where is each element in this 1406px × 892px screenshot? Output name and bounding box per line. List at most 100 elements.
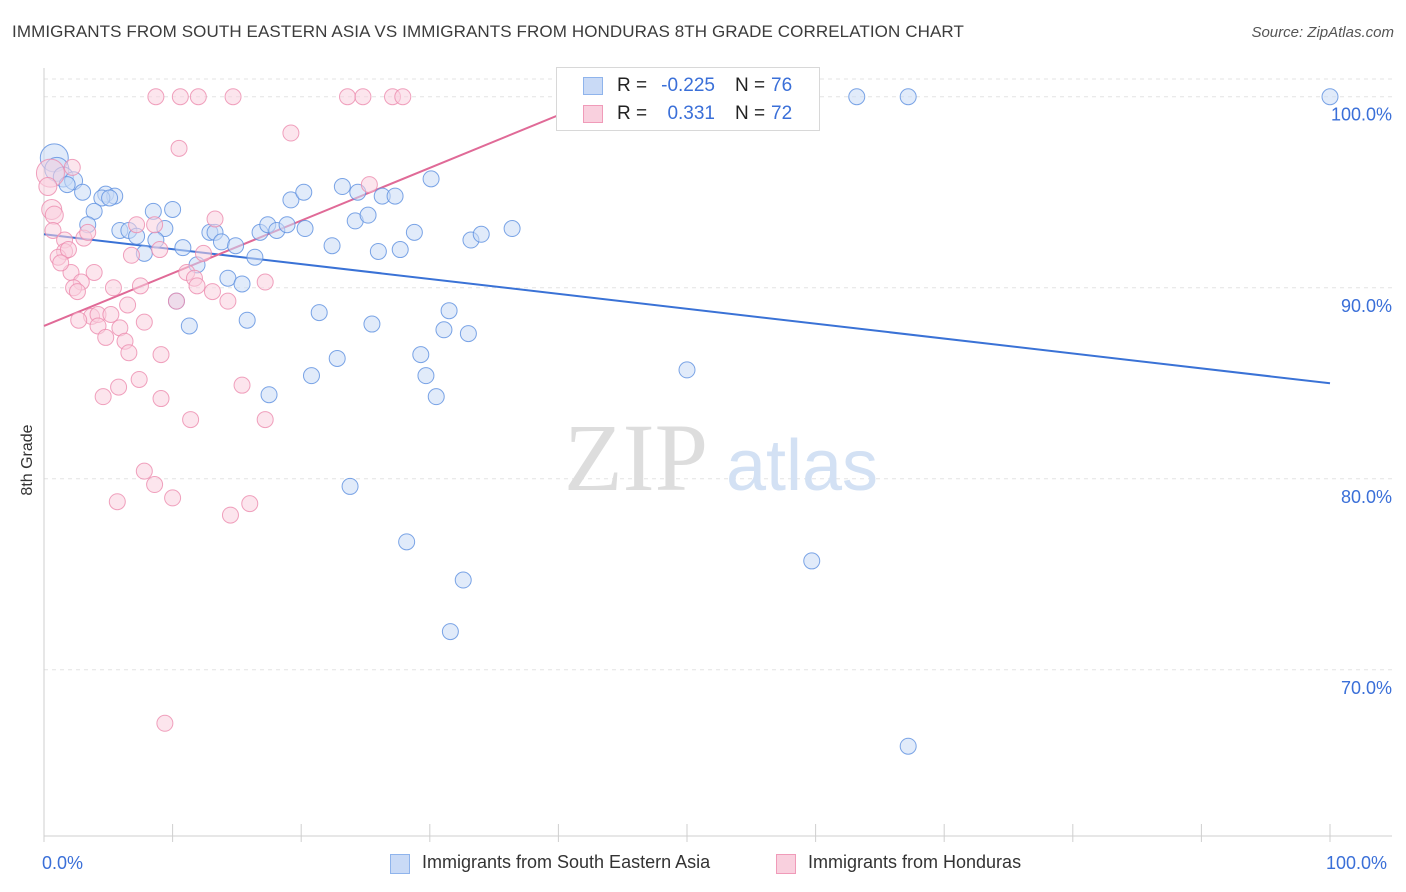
data-point (221, 506, 239, 524)
data-point (405, 223, 423, 241)
data-point (328, 349, 346, 367)
watermark-zip: ZIP (564, 404, 708, 511)
data-point (119, 296, 137, 314)
data-point (260, 386, 278, 404)
data-point (170, 139, 188, 157)
data-point (503, 220, 521, 238)
n-label: N = (735, 75, 766, 96)
data-point (188, 277, 206, 295)
data-point (79, 223, 97, 241)
r-value: -0.225 (661, 75, 715, 96)
data-point (70, 311, 88, 329)
legend-label: Immigrants from Honduras (808, 852, 1022, 872)
data-point (212, 233, 230, 251)
data-point (256, 273, 274, 291)
data-point (135, 313, 153, 331)
data-point (459, 325, 477, 343)
data-point (224, 88, 242, 106)
stats-swatch-sea (583, 77, 603, 95)
data-point (363, 315, 381, 333)
trend-line-0 (43, 233, 1331, 385)
data-point (68, 283, 86, 301)
data-point (417, 367, 435, 385)
data-point (296, 220, 314, 238)
x-tick-max: 100.0% (1326, 853, 1388, 873)
data-point (233, 275, 251, 293)
data-point (164, 200, 182, 218)
data-point (310, 304, 328, 322)
data-point (180, 317, 198, 335)
data-point (59, 241, 77, 259)
data-point (108, 493, 126, 511)
y-tick-label: 80.0% (1341, 487, 1392, 507)
stats-row-honduras: R = 0.331 N = 72 (557, 100, 819, 130)
data-point (110, 378, 128, 396)
trend-line-1 (43, 95, 604, 327)
stats-swatch-honduras (583, 105, 603, 123)
data-point (422, 170, 440, 188)
data-point (435, 321, 453, 339)
n-label: N = (735, 103, 766, 124)
y-tick-label: 100.0% (1331, 105, 1392, 125)
data-point (848, 88, 866, 106)
data-point (151, 241, 169, 259)
y-tick-label: 70.0% (1341, 678, 1392, 698)
data-point (278, 216, 296, 234)
data-point (899, 737, 917, 755)
data-point (398, 533, 416, 551)
data-point (341, 477, 359, 495)
legend-label: Immigrants from South Eastern Asia (422, 852, 711, 872)
data-point (38, 177, 58, 197)
data-point (394, 88, 412, 106)
r-value: 0.331 (667, 103, 715, 124)
data-point (241, 495, 259, 513)
stats-box: R = -0.225 N = 76 R = 0.331 N = 72 (556, 67, 820, 131)
data-point (44, 221, 62, 239)
data-point (256, 411, 274, 429)
n-value: 72 (771, 103, 793, 124)
data-point (282, 191, 300, 209)
data-point (369, 242, 387, 260)
series-1-points (35, 88, 583, 732)
data-point (441, 623, 459, 641)
data-point (171, 88, 189, 106)
data-point (156, 714, 174, 732)
data-point (295, 183, 313, 201)
data-point (323, 237, 341, 255)
data-point (122, 246, 140, 264)
data-point (128, 216, 146, 234)
data-point (427, 388, 445, 406)
data-point (899, 88, 917, 106)
data-point (454, 571, 472, 589)
data-point (189, 88, 207, 106)
stats-row-sea: R = -0.225 N = 76 (557, 72, 819, 102)
data-point (152, 390, 170, 408)
data-point (227, 237, 245, 255)
data-point (152, 346, 170, 364)
chart-title: IMMIGRANTS FROM SOUTH EASTERN ASIA VS IM… (12, 22, 964, 41)
data-point (440, 302, 458, 320)
n-value: 76 (771, 75, 793, 96)
data-point (97, 328, 115, 346)
data-point (219, 269, 237, 287)
data-point (174, 239, 192, 257)
watermark: ZIP atlas (564, 404, 878, 511)
data-point (282, 124, 300, 142)
legend-swatch-honduras (776, 854, 796, 874)
data-point (131, 277, 149, 295)
data-point (206, 210, 224, 228)
data-point (164, 489, 182, 507)
data-point (104, 279, 122, 297)
data-point (101, 189, 119, 207)
data-point (246, 248, 264, 266)
data-point (146, 476, 164, 494)
data-point (44, 205, 64, 225)
data-point (182, 411, 200, 429)
data-point (1321, 88, 1339, 106)
data-point (146, 216, 164, 234)
data-point (233, 376, 251, 394)
legend-swatch-sea (390, 854, 410, 874)
data-point (391, 241, 409, 259)
data-point (94, 388, 112, 406)
